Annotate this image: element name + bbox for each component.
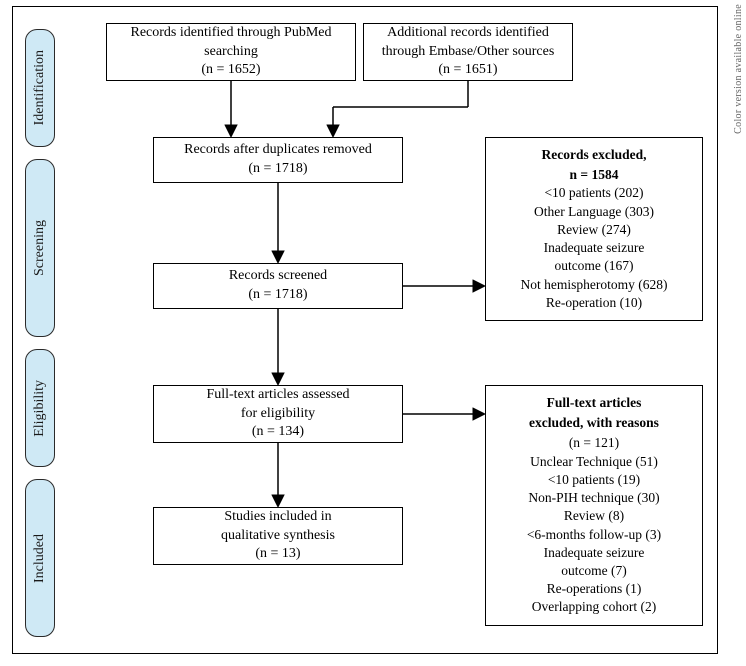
box-fulltext-line2: for eligibility	[241, 405, 315, 424]
excluded-records-title: Records excluded,	[498, 146, 690, 164]
diagram-frame: Identification Screening Eligibility Inc…	[12, 6, 718, 654]
excluded-fulltext-item: Non-PIH technique (30)	[498, 489, 690, 507]
excluded-records-item: outcome (167)	[498, 257, 690, 275]
excluded-fulltext-title: Full-text articles	[498, 394, 690, 412]
phase-screening: Screening	[25, 159, 55, 337]
box-embase: Additional records identified through Em…	[363, 23, 573, 81]
box-excluded-fulltext: Full-text articles excluded, with reason…	[485, 385, 703, 626]
box-pubmed: Records identified through PubMed search…	[106, 23, 356, 81]
excluded-fulltext-item: Re-operations (1)	[498, 580, 690, 598]
excluded-fulltext-n: (n = 121)	[498, 434, 690, 452]
box-embase-n: (n = 1651)	[438, 61, 497, 80]
box-screened: Records screened (n = 1718)	[153, 263, 403, 309]
box-excluded-records: Records excluded, n = 1584 <10 patients …	[485, 137, 703, 321]
excluded-records-item: Other Language (303)	[498, 203, 690, 221]
phase-identification: Identification	[25, 29, 55, 147]
box-embase-line1: Additional records identified	[387, 24, 549, 43]
excluded-fulltext-title2: excluded, with reasons	[498, 414, 690, 432]
box-included: Studies included in qualitative synthesi…	[153, 507, 403, 565]
phase-included-label: Included	[32, 534, 48, 583]
excluded-fulltext-item: <6-months follow-up (3)	[498, 526, 690, 544]
phase-included: Included	[25, 479, 55, 637]
box-included-n: (n = 13)	[255, 545, 300, 564]
excluded-records-n: n = 1584	[498, 166, 690, 184]
box-pubmed-line2: searching	[204, 43, 258, 62]
box-embase-line2: through Embase/Other sources	[382, 43, 555, 62]
excluded-fulltext-item: Inadequate seizure	[498, 544, 690, 562]
box-dedup-n: (n = 1718)	[248, 160, 307, 179]
color-version-note: Color version available online	[733, 4, 744, 134]
excluded-fulltext-item: outcome (7)	[498, 562, 690, 580]
box-screened-line1: Records screened	[229, 267, 327, 286]
phase-eligibility: Eligibility	[25, 349, 55, 467]
box-pubmed-n: (n = 1652)	[201, 61, 260, 80]
excluded-fulltext-item: Unclear Technique (51)	[498, 453, 690, 471]
excluded-records-item: Review (274)	[498, 221, 690, 239]
excluded-fulltext-item: <10 patients (19)	[498, 471, 690, 489]
box-fulltext: Full-text articles assessed for eligibil…	[153, 385, 403, 443]
box-screened-n: (n = 1718)	[248, 286, 307, 305]
box-included-line2: qualitative synthesis	[221, 527, 335, 546]
phase-eligibility-label: Eligibility	[32, 380, 48, 437]
excluded-fulltext-item: Review (8)	[498, 507, 690, 525]
excluded-fulltext-item: Overlapping cohort (2)	[498, 598, 690, 616]
box-dedup-line1: Records after duplicates removed	[184, 141, 372, 160]
excluded-records-item: Inadequate seizure	[498, 239, 690, 257]
phase-identification-label: Identification	[32, 50, 48, 125]
excluded-records-item: Not hemispherotomy (628)	[498, 276, 690, 294]
box-pubmed-line1: Records identified through PubMed	[130, 24, 331, 43]
color-version-text: Color version available online	[733, 4, 744, 134]
excluded-records-item: Re-operation (10)	[498, 294, 690, 312]
excluded-records-item: <10 patients (202)	[498, 184, 690, 202]
box-included-line1: Studies included in	[224, 508, 331, 527]
box-dedup: Records after duplicates removed (n = 17…	[153, 137, 403, 183]
box-fulltext-line1: Full-text articles assessed	[206, 386, 349, 405]
box-fulltext-n: (n = 134)	[252, 423, 304, 442]
phase-screening-label: Screening	[32, 220, 48, 276]
